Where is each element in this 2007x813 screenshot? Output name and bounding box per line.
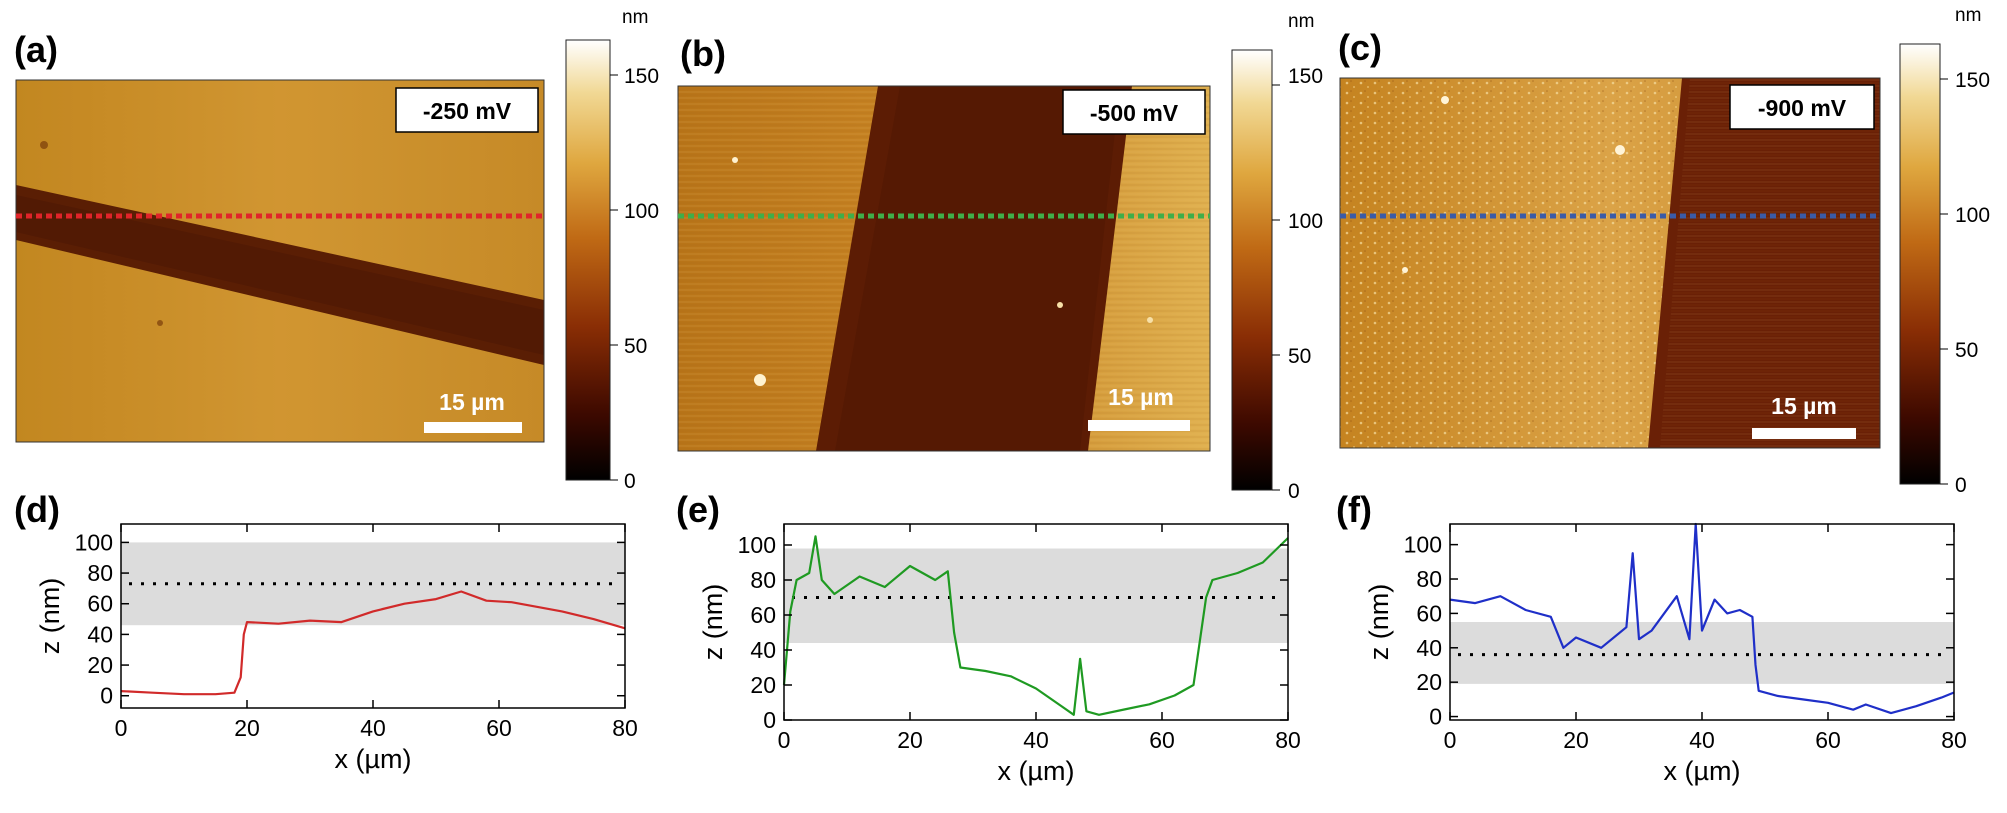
x-tick-label: 40	[1689, 727, 1715, 753]
y-axis-label: z (nm)	[698, 584, 728, 661]
x-tick-label: 0	[778, 727, 791, 753]
colorbar-tick-c: 0	[1955, 474, 1967, 497]
y-tick-label: 80	[1416, 566, 1442, 592]
x-tick-label: 40	[1023, 727, 1049, 753]
y-tick-label: 60	[750, 602, 776, 628]
colorbar-tick-c: 50	[1955, 339, 1978, 362]
voltage-box-c	[1729, 84, 1875, 130]
x-axis-label: x (µm)	[334, 744, 411, 774]
y-axis-label: z (nm)	[1364, 584, 1394, 661]
profile-series-line	[1449, 522, 1955, 715]
voltage-label-b: -500 mV	[1090, 100, 1179, 126]
y-tick-label: 40	[87, 621, 113, 647]
y-tick-label: 100	[1404, 532, 1442, 558]
profile-plot-f: (f) 0 20 40 60 80 0 20 40 60 80 100 x (µm) z (nm)	[1336, 489, 1967, 786]
colorbar-tick-a: 0	[624, 470, 636, 493]
afm-image-a	[16, 80, 544, 442]
x-tick-label: 80	[1275, 727, 1301, 753]
x-tick-label: 60	[1149, 727, 1175, 753]
colorbar-unit-b: nm	[1288, 11, 1314, 32]
afm-panel-b: (b) -500 mV 15 µm nm 0 50 100 150	[677, 11, 1323, 503]
y-tick-label: 0	[763, 707, 776, 733]
colorbar-tick-a: 50	[624, 335, 647, 358]
y-tick-label: 20	[87, 652, 113, 678]
dark-stripe-b	[816, 86, 1132, 451]
y-tick-label: 80	[750, 567, 776, 593]
afm-panel-a: (a) -250 mV 15 µm nm 0 50 100 150	[14, 7, 659, 493]
y-tick-label: 40	[1416, 635, 1442, 661]
voltage-label-c: -900 mV	[1758, 95, 1847, 121]
y-tick-label: 60	[87, 591, 113, 617]
profile-series-line	[120, 590, 626, 696]
x-tick-label: 20	[1563, 727, 1589, 753]
y-tick-label: 20	[750, 672, 776, 698]
panel-label: (d)	[14, 489, 60, 530]
scale-bar-c	[1752, 428, 1856, 439]
colorbar-tick-b: 50	[1288, 345, 1311, 368]
panel-label: (f)	[1336, 489, 1372, 530]
scale-bar-a	[424, 422, 522, 433]
colorbar-tick-b: 150	[1288, 65, 1323, 88]
x-tick-label: 60	[486, 715, 512, 741]
y-tick-label: 0	[1429, 704, 1442, 730]
y-tick-label: 100	[738, 532, 776, 558]
panel-label-b: (b)	[680, 33, 726, 74]
colorbar-tick-a: 100	[624, 200, 659, 223]
x-tick-label: 20	[234, 715, 260, 741]
x-tick-label: 0	[115, 715, 128, 741]
scale-bar-label-c: 15 µm	[1771, 393, 1837, 419]
y-tick-label: 60	[1416, 600, 1442, 626]
afm-image-c	[1340, 78, 1880, 448]
panel-label: (e)	[676, 489, 720, 530]
afm-image-b	[678, 86, 1210, 451]
colorbar-c: nm 0 50 100 150	[1899, 5, 1990, 497]
y-tick-label: 100	[75, 529, 113, 555]
y-tick-label: 20	[1416, 669, 1442, 695]
scale-bar-b	[1088, 420, 1190, 431]
colorbar-unit-a: nm	[622, 7, 648, 28]
x-tick-label: 60	[1815, 727, 1841, 753]
scale-bar-label-a: 15 µm	[439, 389, 505, 415]
voltage-box-a	[395, 87, 539, 133]
y-tick-label: 40	[750, 637, 776, 663]
x-tick-label: 20	[897, 727, 923, 753]
y-tick-label: 0	[100, 683, 113, 709]
scale-bar-label-b: 15 µm	[1108, 384, 1174, 410]
colorbar-tick-b: 0	[1288, 480, 1300, 503]
colorbar-unit-c: nm	[1955, 5, 1981, 26]
x-tick-label: 0	[1444, 727, 1457, 753]
afm-panel-c: (c) -900 mV 15 µm nm 0 50 100 150	[1338, 5, 1990, 497]
voltage-label-a: -250 mV	[423, 98, 512, 124]
colorbar-a: nm 0 50 100 150	[565, 7, 659, 493]
panel-label-c: (c)	[1338, 27, 1382, 68]
reference-band	[784, 548, 1288, 643]
x-axis-label: x (µm)	[997, 756, 1074, 786]
colorbar-tick-c: 150	[1955, 69, 1990, 92]
profile-plot-d: (d) 0 20 40 60 80 0 20 40 60 80 100 x (µm) z (nm)	[14, 489, 638, 774]
x-axis-label: x (µm)	[1663, 756, 1740, 786]
x-tick-label: 40	[360, 715, 386, 741]
y-axis-label: z (nm)	[35, 578, 65, 655]
voltage-box-b	[1062, 89, 1206, 135]
x-tick-label: 80	[612, 715, 638, 741]
colorbar-tick-b: 100	[1288, 210, 1323, 233]
y-tick-label: 80	[87, 560, 113, 586]
colorbar-tick-c: 100	[1955, 204, 1990, 227]
colorbar-tick-a: 150	[624, 65, 659, 88]
colorbar-b: nm 0 50 100 150	[1231, 11, 1323, 503]
profile-series-line	[782, 535, 1289, 716]
panel-label-a: (a)	[14, 29, 58, 70]
profile-plot-e: (e) 0 20 40 60 80 0 20 40 60 80 100 x (µm) z (nm)	[676, 489, 1301, 786]
reference-band	[1450, 622, 1954, 684]
x-tick-label: 80	[1941, 727, 1967, 753]
